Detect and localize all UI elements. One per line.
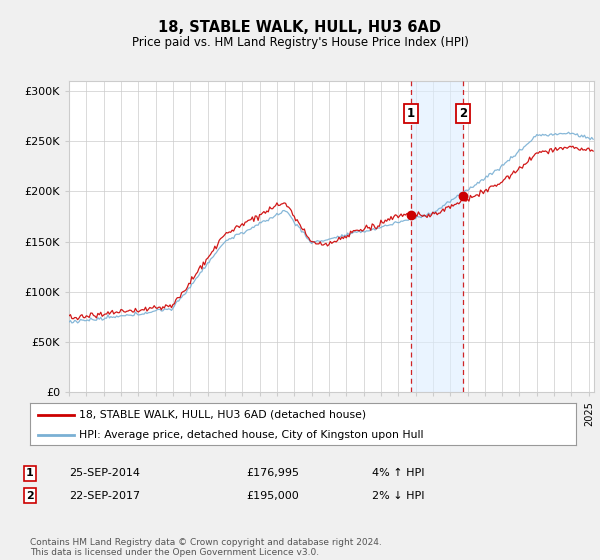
Bar: [411, 81, 463, 392]
Text: 1: 1: [407, 108, 415, 120]
Text: 18, STABLE WALK, HULL, HU3 6AD (detached house): 18, STABLE WALK, HULL, HU3 6AD (detached…: [79, 410, 366, 420]
Text: 22-SEP-2017: 22-SEP-2017: [69, 491, 140, 501]
Text: 2: 2: [26, 491, 34, 501]
Text: 4% ↑ HPI: 4% ↑ HPI: [372, 468, 425, 478]
Text: Contains HM Land Registry data © Crown copyright and database right 2024.
This d: Contains HM Land Registry data © Crown c…: [30, 538, 382, 557]
Text: 1: 1: [26, 468, 34, 478]
Text: £195,000: £195,000: [246, 491, 299, 501]
Text: HPI: Average price, detached house, City of Kingston upon Hull: HPI: Average price, detached house, City…: [79, 430, 424, 440]
Text: 2% ↓ HPI: 2% ↓ HPI: [372, 491, 425, 501]
Text: 18, STABLE WALK, HULL, HU3 6AD: 18, STABLE WALK, HULL, HU3 6AD: [158, 20, 442, 35]
Text: 2: 2: [459, 108, 467, 120]
Text: £176,995: £176,995: [246, 468, 299, 478]
Text: 25-SEP-2014: 25-SEP-2014: [69, 468, 140, 478]
Text: Price paid vs. HM Land Registry's House Price Index (HPI): Price paid vs. HM Land Registry's House …: [131, 36, 469, 49]
